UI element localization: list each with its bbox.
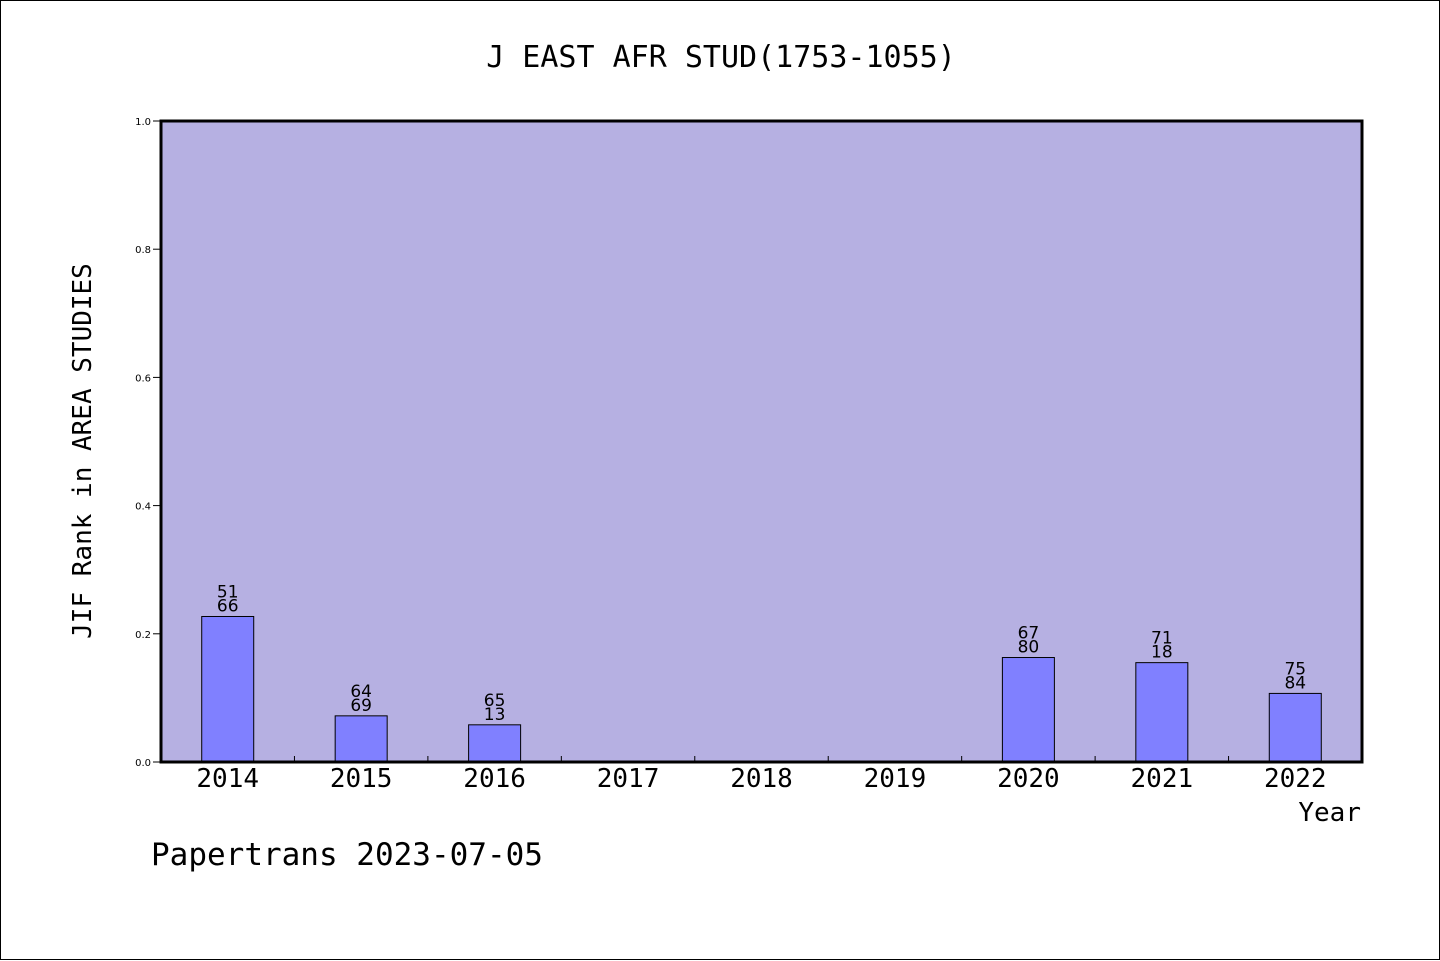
bar-label-bottom: 69 <box>350 696 372 716</box>
bar-2022 <box>1268 692 1322 763</box>
bar-2021 <box>1135 662 1189 763</box>
plot-area <box>161 121 1362 762</box>
bar-2014 <box>201 615 255 763</box>
y-tick-label: 0.6 <box>135 373 151 384</box>
x-tick-label: 2015 <box>330 764 393 794</box>
y-tick-label: 0.0 <box>135 758 151 769</box>
x-tick-label: 2017 <box>597 764 660 794</box>
y-tick-label: 0.2 <box>135 630 151 641</box>
bar-label-top: 51 <box>217 582 239 602</box>
y-tick-label: 0.4 <box>135 502 151 513</box>
chart-title: J EAST AFR STUD(1753-1055) <box>486 40 956 75</box>
x-tick-label: 2021 <box>1131 764 1194 794</box>
x-tick-label: 2014 <box>196 764 259 794</box>
plot-border <box>159 119 1364 764</box>
bar-group <box>201 615 1322 763</box>
y-tick-label: 0.8 <box>135 245 151 256</box>
x-tick-label: 2018 <box>730 764 793 794</box>
bar-label-bottom: 80 <box>1018 638 1040 658</box>
bar-label-bottom: 13 <box>484 705 506 725</box>
bar-label-bottom: 18 <box>1151 643 1173 663</box>
bar-2016 <box>468 724 522 763</box>
y-axis: 0.0 0.2 0.4 0.6 0.8 1.0 <box>135 117 161 769</box>
y-axis-label: JIF Rank in AREA STUDIES <box>68 263 98 639</box>
bar-label-top: 64 <box>350 682 372 702</box>
bar-2015 <box>334 715 388 763</box>
bar-label-top: 71 <box>1151 629 1173 649</box>
x-axis: 2014 2015 2016 2017 2018 2019 2020 2021 2022 <box>196 756 1327 794</box>
x-tick-label: 2016 <box>463 764 526 794</box>
bar-label-bottom: 84 <box>1284 673 1306 693</box>
x-tick-label: 2020 <box>997 764 1060 794</box>
bar-label-top: 67 <box>1018 624 1040 644</box>
x-tick-label: 2022 <box>1264 764 1327 794</box>
footer-credit: Papertrans 2023-07-05 <box>151 837 543 873</box>
bar-label-top: 75 <box>1284 659 1306 679</box>
bar-2020 <box>1001 657 1055 763</box>
bar-label-top: 65 <box>484 691 506 711</box>
bar-label-bottom: 66 <box>217 596 239 616</box>
x-tick-label: 2019 <box>864 764 927 794</box>
x-axis-label: Year <box>1298 798 1361 828</box>
y-tick-label: 1.0 <box>135 117 151 128</box>
